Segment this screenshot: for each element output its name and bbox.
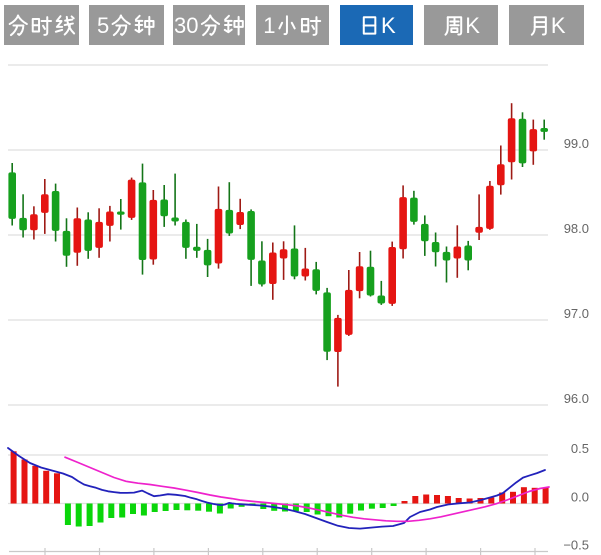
- svg-text:99.0: 99.0: [564, 136, 589, 151]
- svg-text:0.5: 0.5: [571, 441, 589, 456]
- svg-text:K: K: [465, 13, 480, 38]
- svg-text:−0.5: −0.5: [563, 538, 589, 553]
- svg-text:30: 30: [174, 13, 198, 38]
- svg-text:96.0: 96.0: [564, 391, 589, 406]
- svg-text:1: 1: [263, 13, 275, 38]
- svg-text:97.0: 97.0: [564, 306, 589, 321]
- svg-text:98.0: 98.0: [564, 221, 589, 236]
- svg-text:K: K: [381, 13, 396, 38]
- svg-text:5: 5: [97, 13, 109, 38]
- svg-text:0.0: 0.0: [571, 490, 589, 505]
- svg-text:K: K: [551, 13, 566, 38]
